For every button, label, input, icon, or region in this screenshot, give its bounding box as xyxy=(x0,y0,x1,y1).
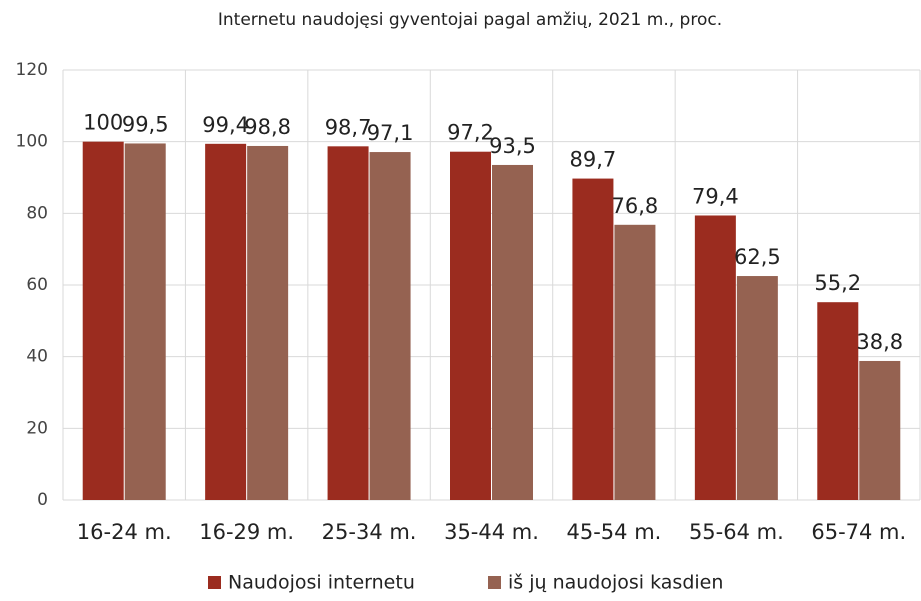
y-tick-label: 0 xyxy=(37,490,48,510)
bar xyxy=(82,141,124,500)
x-tick-label: 55-64 m. xyxy=(689,520,784,544)
y-tick-label: 60 xyxy=(26,275,48,295)
x-tick-label: 65-74 m. xyxy=(811,520,906,544)
bar xyxy=(817,302,859,500)
data-label: 97,1 xyxy=(367,121,414,145)
y-tick-label: 40 xyxy=(26,347,48,367)
data-label: 98,7 xyxy=(325,115,372,139)
legend-label: Naudojosi internetu xyxy=(228,572,415,594)
bar xyxy=(247,145,289,500)
data-label: 93,5 xyxy=(489,134,536,158)
data-label: 76,8 xyxy=(612,194,659,218)
legend-label: iš jų naudojosi kasdien xyxy=(508,572,723,594)
bar xyxy=(369,152,411,500)
data-label: 98,8 xyxy=(244,115,291,139)
x-tick-label: 16-24 m. xyxy=(77,520,172,544)
data-label: 99,4 xyxy=(202,113,249,137)
bar xyxy=(614,224,656,501)
y-tick-label: 120 xyxy=(16,60,48,80)
bar xyxy=(572,178,614,500)
data-label: 79,4 xyxy=(692,184,739,208)
bar xyxy=(327,146,369,500)
data-label: 89,7 xyxy=(570,148,617,172)
chart-title: Internetu naudojęsi gyventojai pagal amž… xyxy=(218,10,722,30)
data-label: 62,5 xyxy=(734,245,781,269)
bar xyxy=(205,143,247,501)
bar xyxy=(450,151,491,500)
y-tick-label: 100 xyxy=(16,132,48,152)
data-label: 99,5 xyxy=(122,112,169,136)
data-label: 100 xyxy=(83,111,123,135)
x-tick-label: 25-34 m. xyxy=(322,520,417,544)
y-tick-label: 20 xyxy=(26,418,48,438)
y-tick-label: 80 xyxy=(26,203,48,223)
bar xyxy=(736,276,778,500)
x-tick-label: 45-54 m. xyxy=(567,520,662,544)
x-tick-label: 35-44 m. xyxy=(444,520,539,544)
bar xyxy=(492,164,533,501)
x-tick-label: 16-29 m. xyxy=(199,520,294,544)
bar xyxy=(694,215,736,500)
data-label: 55,2 xyxy=(814,271,861,295)
bar xyxy=(124,143,166,501)
legend-swatch xyxy=(488,576,501,589)
bar xyxy=(859,360,901,500)
legend-swatch xyxy=(208,576,221,589)
data-label: 97,2 xyxy=(447,121,494,145)
data-label: 38,8 xyxy=(856,330,903,354)
